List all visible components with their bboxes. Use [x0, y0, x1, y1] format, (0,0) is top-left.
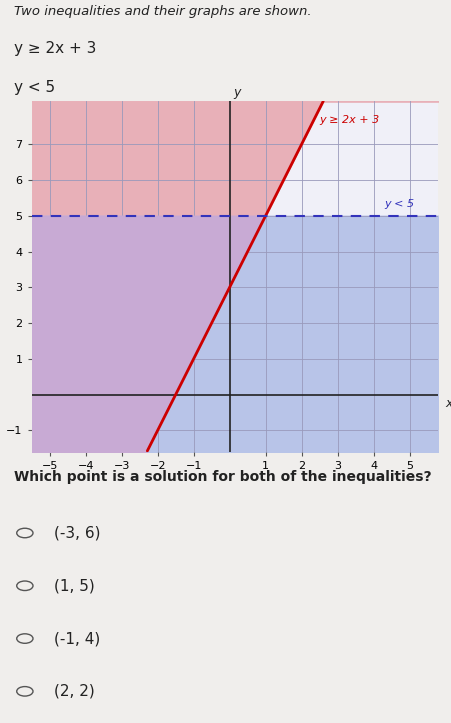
Text: y < 5: y < 5 — [14, 80, 55, 95]
Text: (1, 5): (1, 5) — [54, 578, 95, 594]
Text: (-3, 6): (-3, 6) — [54, 526, 101, 541]
Text: y: y — [233, 87, 240, 100]
Text: Which point is a solution for both of the inequalities?: Which point is a solution for both of th… — [14, 470, 430, 484]
Text: y ≥ 2x + 3: y ≥ 2x + 3 — [14, 41, 96, 56]
Text: y < 5: y < 5 — [384, 199, 414, 209]
Text: Two inequalities and their graphs are shown.: Two inequalities and their graphs are sh… — [14, 5, 310, 18]
Text: x: x — [445, 397, 451, 410]
Text: (2, 2): (2, 2) — [54, 684, 95, 699]
Text: (-1, 4): (-1, 4) — [54, 631, 100, 646]
Text: y ≥ 2x + 3: y ≥ 2x + 3 — [319, 115, 379, 124]
